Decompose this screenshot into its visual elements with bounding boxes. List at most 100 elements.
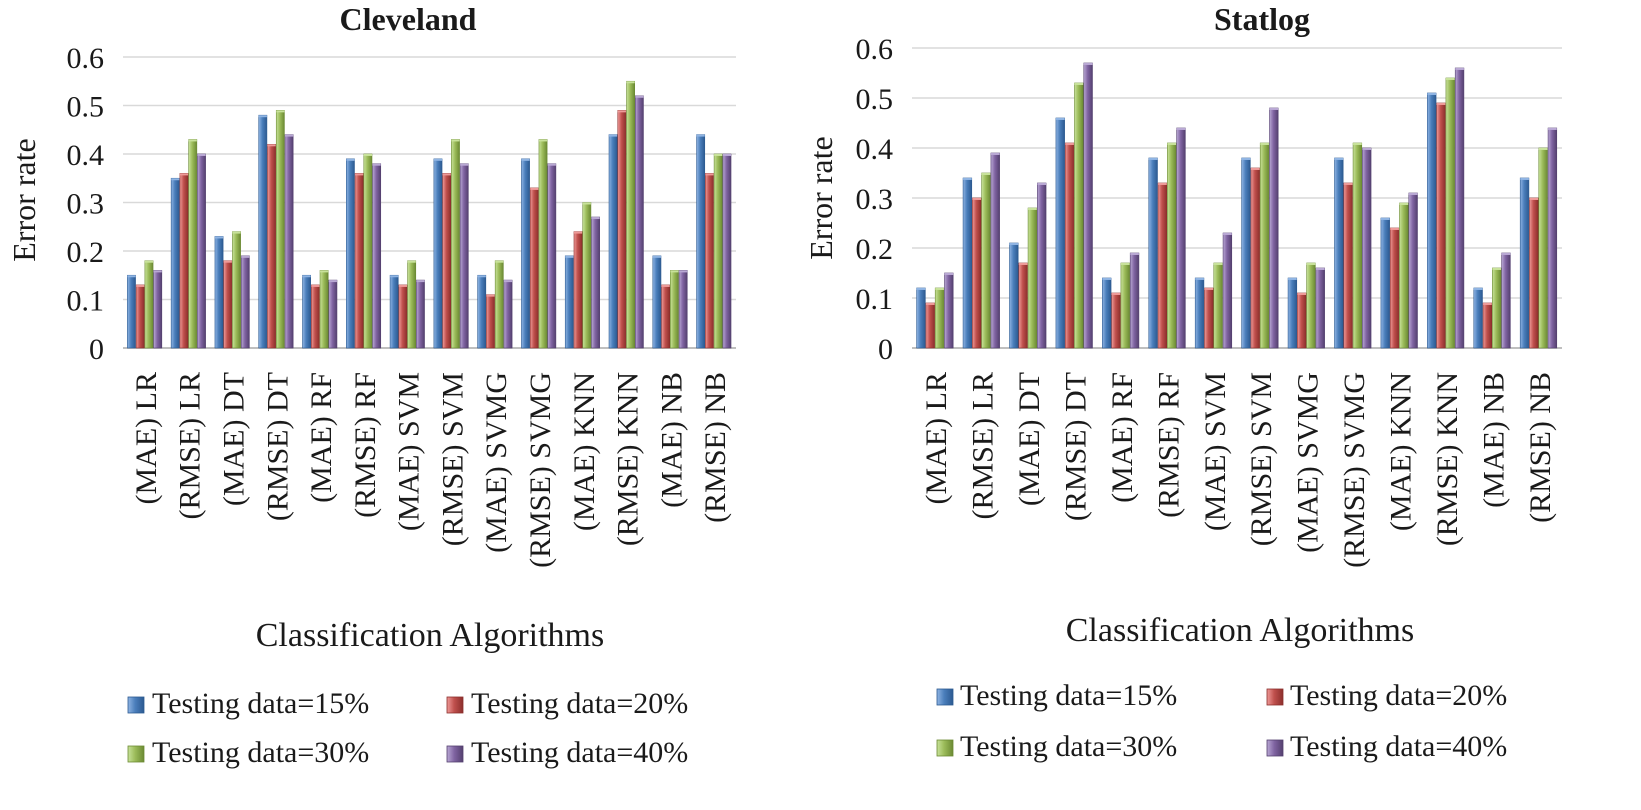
bar-top [127, 275, 136, 278]
bar [223, 260, 233, 349]
bar-top [963, 178, 972, 180]
bar [346, 158, 355, 349]
legend-label: Testing data=40% [471, 736, 688, 769]
category-label: (RMSE) RF [1152, 372, 1185, 518]
bar-top [670, 270, 679, 273]
bar-top [1390, 228, 1399, 230]
bar-top [1167, 143, 1177, 145]
legend-swatch [936, 739, 954, 757]
category-label: (RMSE) SVM [436, 372, 469, 546]
category-labels: (MAE) LR (RMSE) LR (MAE) DT (RMSE) DT (MAE) … [130, 372, 732, 568]
bar [416, 279, 425, 349]
category-label: (RMSE) KNN [1431, 372, 1464, 546]
bar [1389, 227, 1400, 349]
bar-top [1250, 168, 1260, 170]
bar-top [1204, 288, 1214, 290]
legend-item: Testing data=30% [936, 730, 1177, 763]
bar-top [433, 158, 443, 161]
bar-top [320, 270, 329, 273]
bar-top [311, 284, 320, 287]
bar-top [214, 236, 224, 239]
bar [1074, 82, 1084, 349]
bars [127, 80, 732, 349]
bar-top [1148, 158, 1158, 160]
bar-top [276, 110, 285, 113]
bar [240, 255, 250, 349]
y-tick-label: 0.1 [856, 283, 894, 316]
bar-top [1538, 148, 1548, 150]
category-label: (RMSE) NB [699, 372, 732, 523]
bar [608, 134, 618, 349]
bar [442, 173, 452, 349]
bar [962, 177, 973, 349]
bar-top [1548, 128, 1557, 130]
category-label: (MAE) SVMG [1292, 372, 1325, 553]
bar [407, 260, 417, 349]
bar-top [591, 217, 600, 220]
bar [1083, 62, 1093, 349]
bar [1352, 142, 1363, 349]
bar-top [1074, 83, 1084, 85]
category-label: (MAE) RF [305, 372, 338, 503]
bar-top [1492, 268, 1502, 270]
bar-top [652, 255, 661, 258]
bar [1213, 262, 1223, 349]
bar-top [609, 134, 618, 137]
legend: Testing data=15% Testing data=20% Testin… [127, 687, 688, 769]
bar [521, 158, 530, 349]
bar-top [1399, 203, 1409, 205]
legend-swatch [1266, 688, 1284, 706]
bar [477, 274, 487, 349]
bar [284, 134, 294, 349]
legend-label: Testing data=30% [960, 730, 1177, 763]
legend-label: Testing data=15% [152, 687, 369, 720]
legend-label: Testing data=20% [1290, 679, 1507, 712]
bar [1306, 262, 1316, 349]
category-label: (RMSE) DT [1060, 372, 1093, 521]
bar [944, 272, 954, 349]
category-label: (RMSE) LR [174, 372, 207, 520]
bar [1408, 192, 1418, 349]
bar [1176, 127, 1186, 349]
bar-top [398, 284, 408, 287]
bar [1157, 182, 1168, 349]
category-label: (RMSE) NB [1524, 372, 1557, 523]
bar [398, 284, 408, 349]
bar [547, 163, 557, 349]
bar [713, 153, 723, 349]
bars [916, 62, 1558, 349]
bar [144, 260, 154, 349]
bar-top [232, 231, 241, 234]
legend-label: Testing data=20% [471, 687, 688, 720]
bar [363, 153, 373, 349]
bar-top [241, 255, 250, 258]
bar-top [521, 158, 530, 161]
category-label: (MAE) SVMG [480, 372, 513, 553]
legend-item: Testing data=20% [446, 687, 688, 720]
bar [319, 270, 329, 349]
bar [573, 231, 583, 349]
bar [564, 255, 574, 349]
bar [389, 274, 399, 349]
bar [188, 139, 198, 349]
bar [705, 173, 714, 349]
bar [1055, 117, 1065, 349]
x-axis-label: Classification Algorithms [1066, 612, 1414, 649]
bar [1334, 157, 1344, 349]
bar-top [1380, 218, 1390, 220]
bar-top [451, 139, 460, 142]
bar-top [925, 303, 935, 305]
bar-top [661, 284, 670, 287]
bar-top [1009, 243, 1019, 245]
category-label: (MAE) SVM [393, 372, 426, 531]
bar-top [617, 110, 626, 113]
bar-top [136, 284, 145, 287]
chart-cleveland: Cleveland Error rate 0 0.1 0.2 0.3 0.4 0.5 0.6… [6, 1, 736, 769]
legend-item: Testing data=15% [127, 687, 369, 720]
bar [582, 202, 592, 349]
bar-top [1455, 68, 1464, 70]
bar [1037, 182, 1047, 349]
y-tick-label: 0.4 [856, 133, 894, 166]
bar [722, 153, 732, 349]
bar-top [1102, 278, 1112, 280]
